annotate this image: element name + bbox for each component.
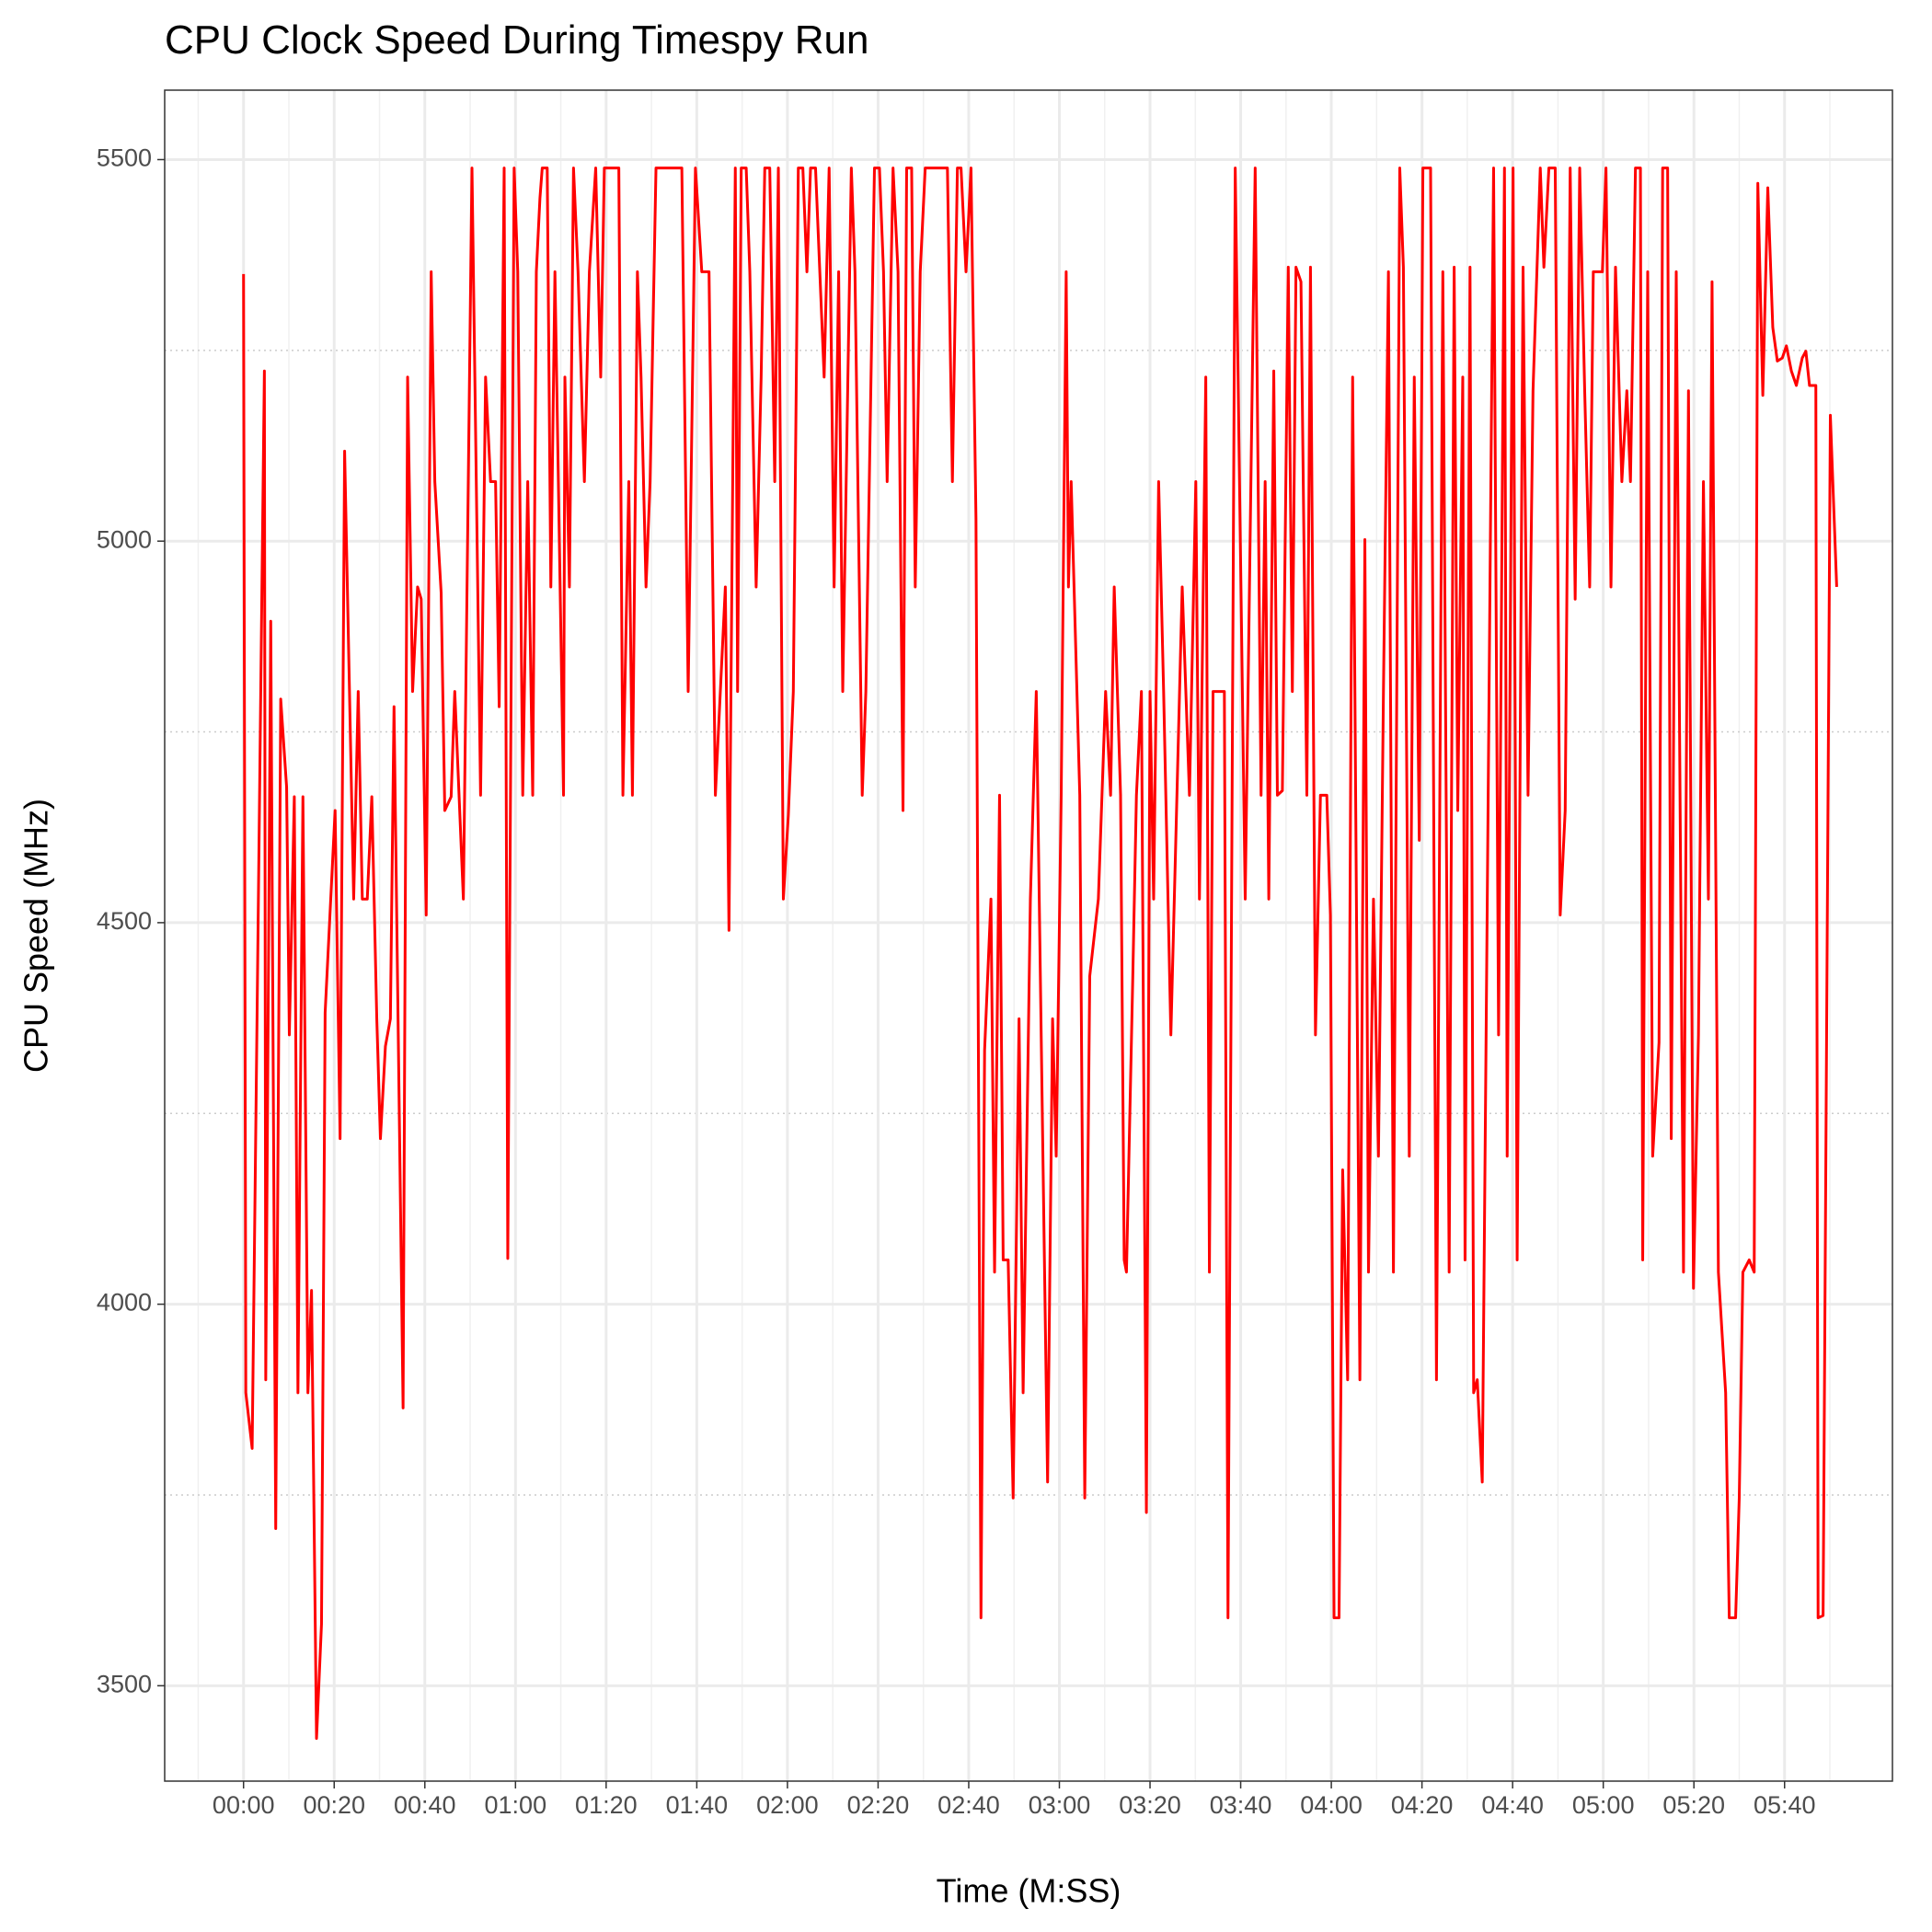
x-tick-label: 03:00 [1029,1791,1091,1819]
x-tick-label: 00:20 [303,1791,365,1819]
x-tick-label: 00:00 [213,1791,275,1819]
y-tick-label: 4500 [97,907,152,935]
x-tick-label: 04:20 [1391,1791,1454,1819]
x-tick-label: 05:00 [1572,1791,1635,1819]
chart-title: CPU Clock Speed During Timespy Run [165,17,868,63]
x-tick-label: 05:40 [1754,1791,1816,1819]
y-axis-title: CPU Speed (MHz) [17,799,55,1073]
x-tick-label: 04:40 [1481,1791,1544,1819]
x-tick-label: 05:20 [1662,1791,1725,1819]
x-tick-label: 04:00 [1300,1791,1363,1819]
x-tick-label: 03:20 [1119,1791,1181,1819]
x-tick-label: 02:20 [847,1791,910,1819]
data-line [242,167,1838,1741]
y-tick-label: 3500 [97,1670,152,1697]
y-tick-label: 5000 [97,525,152,553]
x-axis-title: Time (M:SS) [937,1872,1121,1910]
x-tick-label: 01:20 [575,1791,638,1819]
x-tick-label: 02:40 [937,1791,1000,1819]
y-tick-label: 5500 [97,144,152,172]
x-tick-label: 03:40 [1210,1791,1272,1819]
x-tick-label: 01:40 [666,1791,729,1819]
x-tick-label: 01:00 [485,1791,547,1819]
plot-border [164,89,1893,1782]
x-tick-label: 00:40 [394,1791,456,1819]
x-tick-label: 02:00 [756,1791,819,1819]
y-tick-label: 4000 [97,1289,152,1317]
